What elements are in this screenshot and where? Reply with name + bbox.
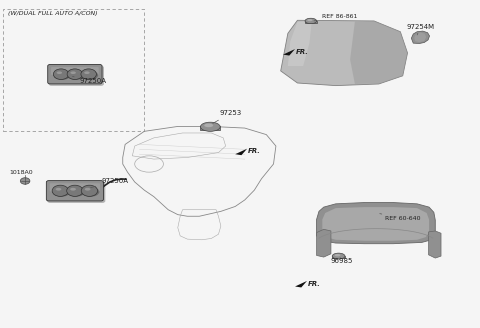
Ellipse shape bbox=[204, 124, 213, 127]
Ellipse shape bbox=[67, 187, 85, 197]
FancyBboxPatch shape bbox=[50, 183, 100, 192]
Text: 97254M: 97254M bbox=[407, 25, 435, 35]
Bar bbox=[332, 256, 345, 258]
Text: 97250A: 97250A bbox=[90, 178, 128, 188]
Text: 96985: 96985 bbox=[331, 257, 353, 264]
Polygon shape bbox=[323, 207, 429, 241]
Polygon shape bbox=[414, 32, 426, 42]
Ellipse shape bbox=[67, 69, 83, 79]
Ellipse shape bbox=[305, 18, 317, 24]
Ellipse shape bbox=[81, 185, 97, 196]
Polygon shape bbox=[281, 20, 408, 86]
Ellipse shape bbox=[56, 188, 61, 191]
Ellipse shape bbox=[54, 71, 71, 80]
Ellipse shape bbox=[81, 69, 96, 79]
Ellipse shape bbox=[53, 69, 69, 79]
Text: 97250A: 97250A bbox=[72, 76, 107, 84]
Text: FR.: FR. bbox=[296, 49, 309, 55]
Polygon shape bbox=[235, 149, 247, 155]
Ellipse shape bbox=[52, 187, 70, 197]
Text: REF 86-861: REF 86-861 bbox=[314, 14, 358, 21]
Bar bbox=[3, 9, 144, 131]
Ellipse shape bbox=[82, 187, 99, 197]
FancyBboxPatch shape bbox=[48, 65, 102, 84]
Polygon shape bbox=[411, 31, 430, 44]
Text: FR.: FR. bbox=[248, 148, 261, 154]
Ellipse shape bbox=[71, 72, 76, 74]
Ellipse shape bbox=[85, 188, 90, 191]
Polygon shape bbox=[317, 229, 331, 257]
Ellipse shape bbox=[332, 253, 345, 259]
Polygon shape bbox=[429, 231, 441, 258]
FancyBboxPatch shape bbox=[48, 182, 105, 203]
Text: (W/DUAL FULL AUTO A/CON): (W/DUAL FULL AUTO A/CON) bbox=[8, 11, 97, 16]
Ellipse shape bbox=[201, 122, 220, 131]
Text: FR.: FR. bbox=[308, 280, 321, 287]
Polygon shape bbox=[295, 281, 307, 287]
Ellipse shape bbox=[20, 178, 30, 184]
Text: 1018A0: 1018A0 bbox=[9, 171, 33, 175]
Ellipse shape bbox=[67, 185, 83, 196]
Polygon shape bbox=[317, 203, 435, 244]
Ellipse shape bbox=[84, 72, 90, 74]
Ellipse shape bbox=[70, 188, 76, 191]
Ellipse shape bbox=[81, 71, 98, 80]
Bar bbox=[201, 126, 220, 131]
Ellipse shape bbox=[335, 254, 340, 256]
Polygon shape bbox=[350, 21, 408, 84]
Text: 97253: 97253 bbox=[213, 110, 242, 123]
Bar bbox=[305, 21, 317, 23]
Ellipse shape bbox=[57, 72, 62, 74]
FancyBboxPatch shape bbox=[51, 67, 99, 75]
Ellipse shape bbox=[307, 19, 312, 21]
FancyBboxPatch shape bbox=[47, 181, 103, 201]
Polygon shape bbox=[288, 21, 312, 66]
Text: REF 60-640: REF 60-640 bbox=[380, 214, 420, 220]
Polygon shape bbox=[283, 49, 295, 55]
FancyBboxPatch shape bbox=[48, 66, 104, 86]
Ellipse shape bbox=[67, 71, 84, 80]
Ellipse shape bbox=[52, 185, 69, 196]
